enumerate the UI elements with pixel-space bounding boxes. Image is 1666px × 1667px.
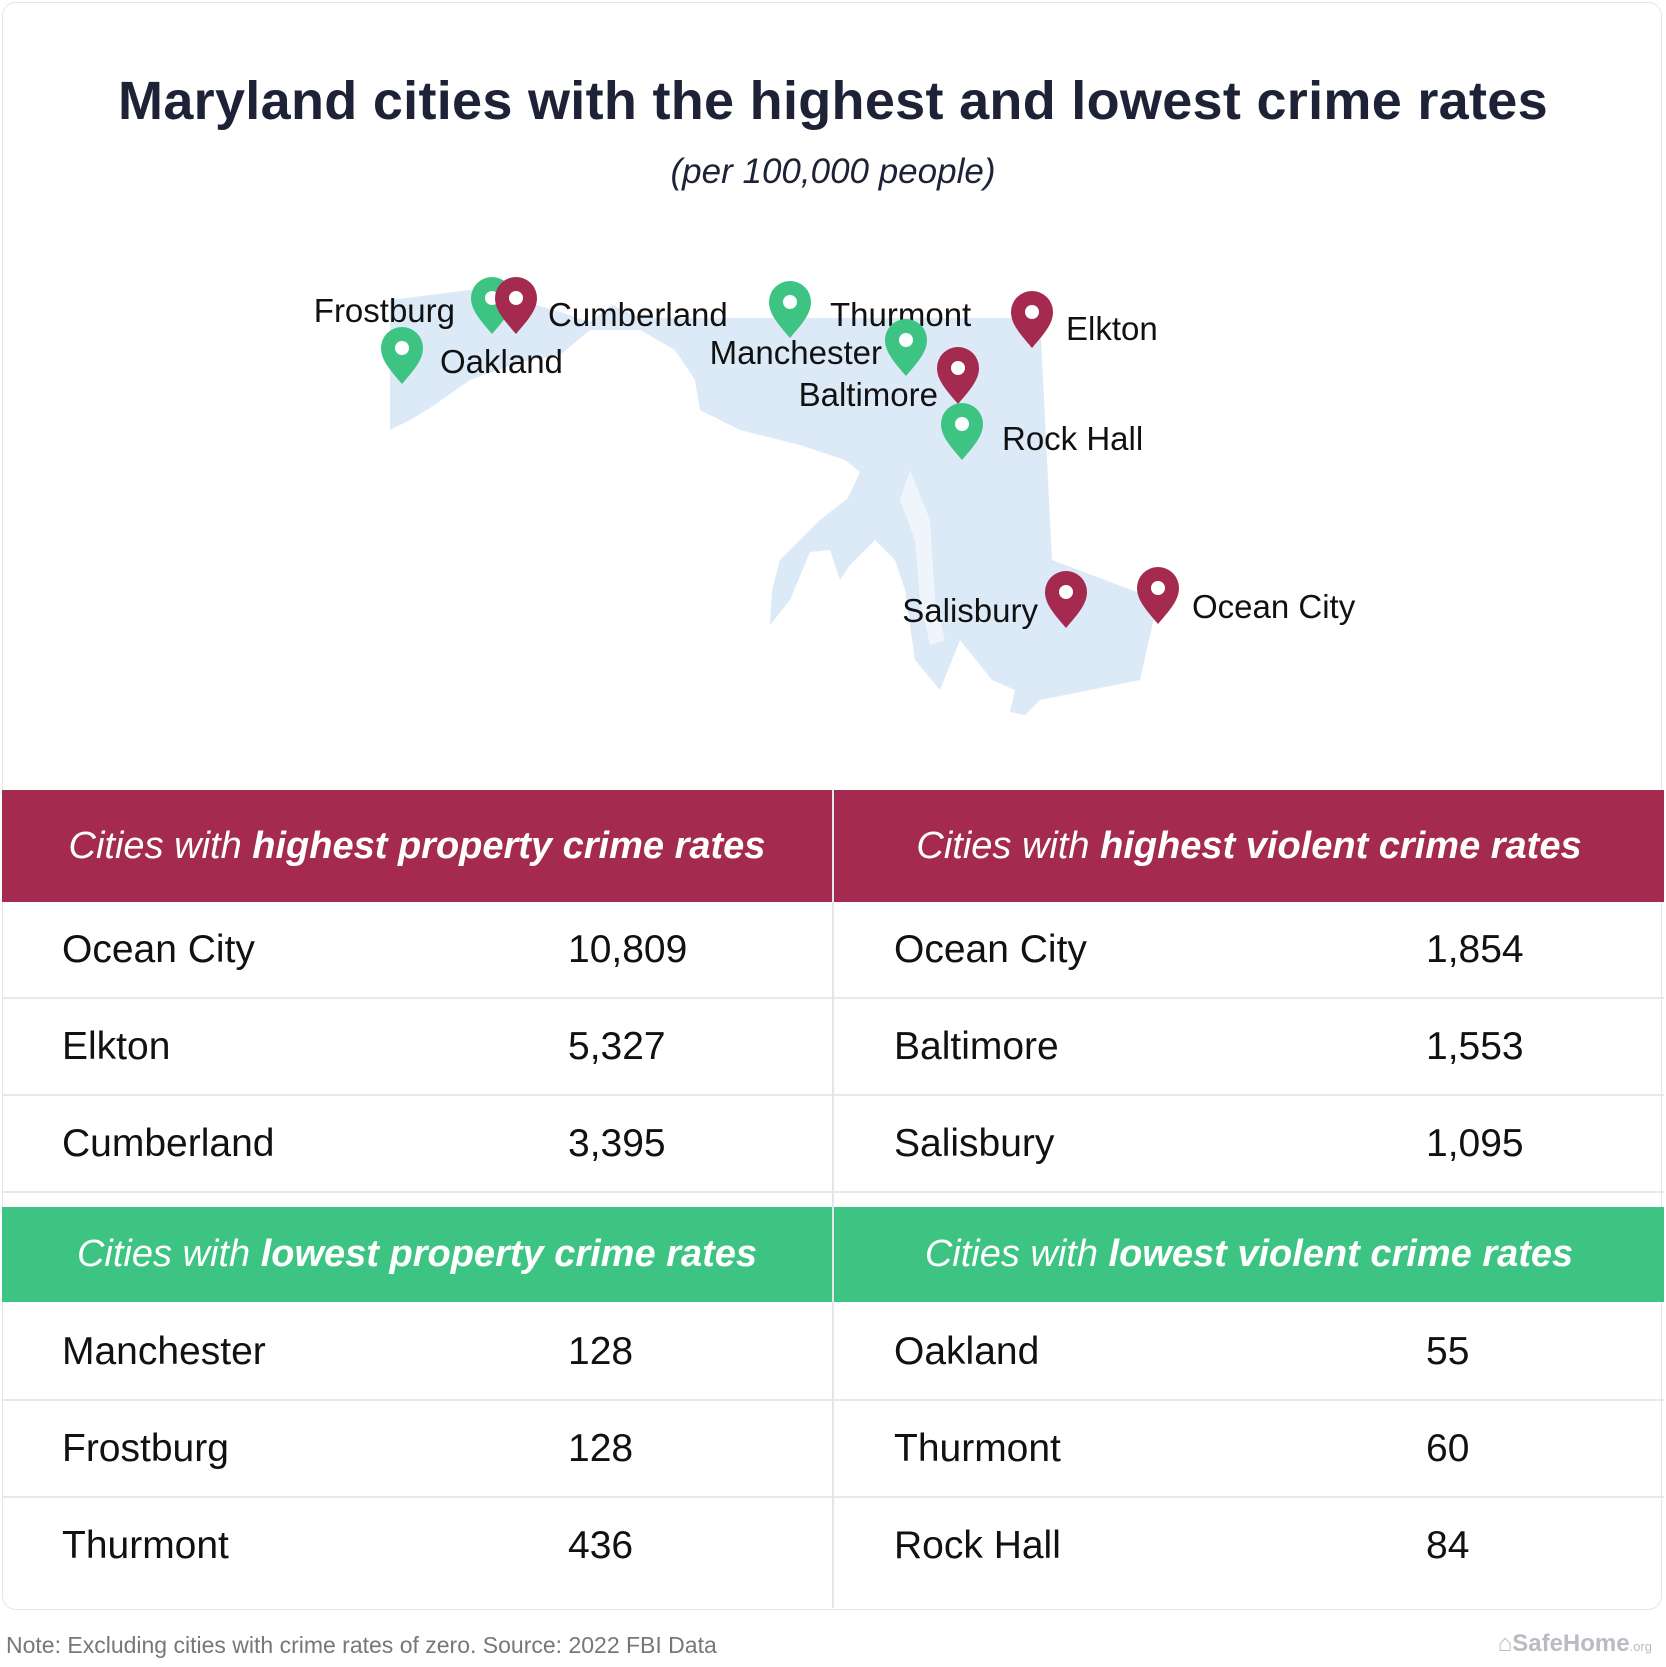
low-property-header-emphasis: lowest property crime rates bbox=[260, 1233, 758, 1275]
map-city-label: Baltimore bbox=[799, 376, 938, 413]
map-pin-icon bbox=[495, 277, 537, 334]
home-icon: ⌂ bbox=[1497, 1630, 1513, 1657]
crime-rate: 55 bbox=[1426, 1330, 1470, 1373]
map-pin-icon bbox=[937, 347, 979, 404]
crime-rate: 10,809 bbox=[568, 928, 688, 971]
city-name: Salisbury bbox=[894, 1122, 1055, 1165]
crime-rate: 128 bbox=[568, 1427, 634, 1470]
brand-suffix: .org bbox=[1629, 1639, 1652, 1654]
high-property-header: Cities with highest property crime rates bbox=[2, 790, 832, 902]
table-row: Rock Hall 84 bbox=[834, 1498, 1664, 1593]
city-name: Ocean City bbox=[62, 928, 255, 971]
table-row: Ocean City 1,854 bbox=[834, 902, 1664, 999]
crime-rate: 5,327 bbox=[568, 1025, 666, 1068]
map-city-label: Manchester bbox=[710, 334, 882, 371]
high-violent-header: Cities with highest violent crime rates bbox=[834, 790, 1664, 902]
map-pin-icon bbox=[1011, 291, 1053, 348]
crime-rate: 60 bbox=[1426, 1427, 1470, 1470]
crime-rate: 84 bbox=[1426, 1524, 1470, 1567]
table-row: Elkton 5,327 bbox=[2, 999, 832, 1096]
map-city-label: Ocean City bbox=[1192, 588, 1356, 625]
low-property-header-prefix: Cities with bbox=[76, 1233, 251, 1275]
city-name: Oakland bbox=[894, 1330, 1040, 1373]
high-property-header-prefix: Cities with bbox=[68, 824, 242, 867]
table-row: Frostburg 128 bbox=[2, 1401, 832, 1498]
source-note: Note: Excluding cities with crime rates … bbox=[6, 1632, 717, 1658]
city-name: Elkton bbox=[62, 1025, 171, 1068]
table-row: Thurmont 436 bbox=[2, 1498, 832, 1593]
table-row: Cumberland 3,395 bbox=[2, 1096, 832, 1193]
map-pin-icon bbox=[381, 327, 423, 384]
table-row: Baltimore 1,553 bbox=[834, 999, 1664, 1096]
crime-rate: 128 bbox=[568, 1330, 634, 1373]
maryland-land-shape bbox=[390, 290, 1158, 715]
city-name: Cumberland bbox=[62, 1122, 275, 1165]
page-subtitle: (per 100,000 people) bbox=[670, 152, 996, 191]
table-row: Thurmont 60 bbox=[834, 1401, 1664, 1498]
brand-logo: ⌂SafeHome.org bbox=[1498, 1630, 1652, 1658]
column-divider bbox=[832, 790, 834, 1608]
table-row: Salisbury 1,095 bbox=[834, 1096, 1664, 1193]
map-city-label: Elkton bbox=[1066, 310, 1158, 347]
maryland-map: Frostburg CumberlandOaklandThurmontManche… bbox=[314, 277, 1356, 715]
high-violent-header-emphasis: highest violent crime rates bbox=[1100, 824, 1582, 867]
high-property-header-emphasis: highest property crime rates bbox=[252, 824, 766, 867]
brand-name: SafeHome bbox=[1512, 1630, 1630, 1657]
low-violent-header-emphasis: lowest violent crime rates bbox=[1108, 1233, 1574, 1275]
map-city-label: Oakland bbox=[440, 343, 563, 380]
map-pin-icon bbox=[769, 281, 811, 338]
low-violent-header-prefix: Cities with bbox=[924, 1233, 1098, 1275]
crime-rate: 1,854 bbox=[1426, 928, 1524, 971]
crime-rate: 436 bbox=[568, 1524, 634, 1567]
low-property-header: Cities with lowest property crime rates bbox=[2, 1207, 832, 1302]
map-pins: Frostburg CumberlandOaklandThurmontManche… bbox=[314, 277, 1356, 629]
city-name: Ocean City bbox=[894, 928, 1087, 971]
map-city-label: Cumberland bbox=[548, 296, 728, 333]
map-pin-icon bbox=[885, 319, 927, 376]
page-title: Maryland cities with the highest and low… bbox=[118, 71, 1548, 131]
table-row: Oakland 55 bbox=[834, 1304, 1664, 1401]
crime-rate: 3,395 bbox=[568, 1122, 666, 1165]
city-name: Baltimore bbox=[894, 1025, 1059, 1068]
crime-rate: 1,095 bbox=[1426, 1122, 1524, 1165]
crime-rate: 1,553 bbox=[1426, 1025, 1524, 1068]
high-violent-header-prefix: Cities with bbox=[916, 824, 1090, 867]
map-city-label: Salisbury bbox=[902, 592, 1038, 629]
city-name: Frostburg bbox=[62, 1427, 229, 1470]
low-violent-header: Cities with lowest violent crime rates bbox=[834, 1207, 1664, 1302]
table-row: Manchester 128 bbox=[2, 1304, 832, 1401]
map-city-label: Frostburg bbox=[314, 292, 455, 329]
city-name: Thurmont bbox=[62, 1524, 229, 1567]
map-pin-icon bbox=[1045, 571, 1087, 628]
map-city-label: Rock Hall bbox=[1002, 420, 1143, 457]
table-row: Ocean City 10,809 bbox=[2, 902, 832, 999]
bay-shadow bbox=[900, 470, 945, 645]
map-pin-icon bbox=[941, 403, 983, 460]
city-name: Manchester bbox=[62, 1330, 266, 1373]
map-pin-icon bbox=[1137, 567, 1179, 624]
city-name: Thurmont bbox=[894, 1427, 1061, 1470]
city-name: Rock Hall bbox=[894, 1524, 1061, 1567]
